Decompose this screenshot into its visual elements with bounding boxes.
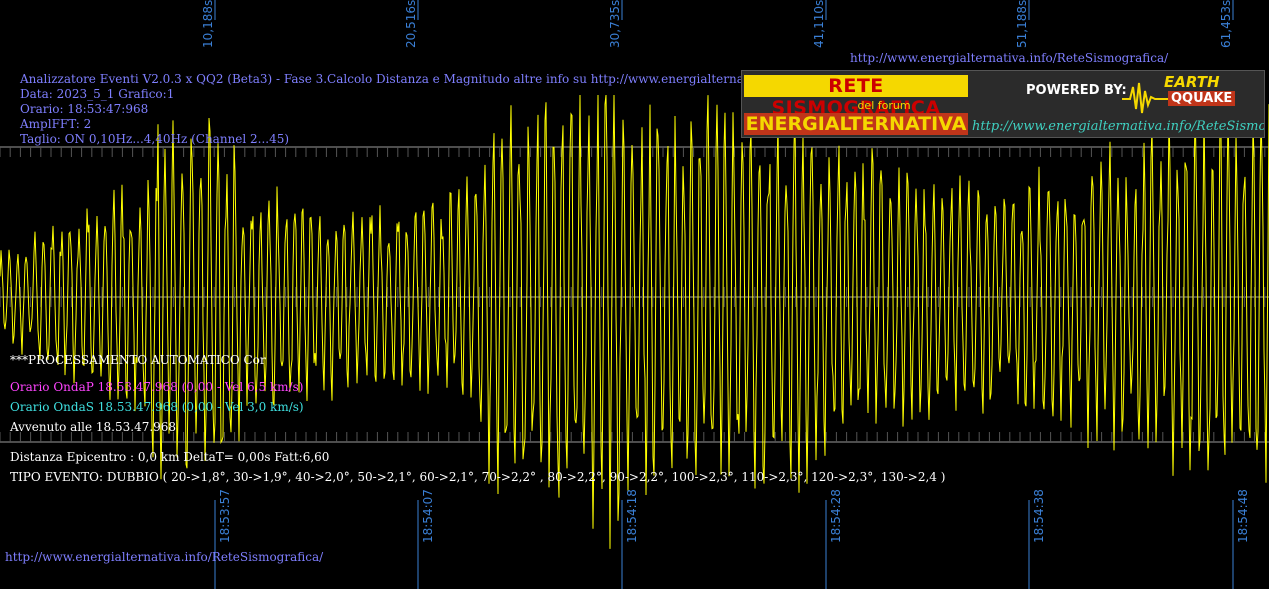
logo-brand-qquake: QQUAKE — [1168, 91, 1236, 106]
top-url-link[interactable]: http://www.energialternativa.info/ReteSi… — [850, 51, 1169, 65]
avvenuto-time: Avvenuto alle 18.53.47.968 — [10, 420, 177, 434]
bottom-tick-label: 18:54:48 — [1236, 489, 1250, 543]
top-tick-label: 10,188s — [201, 0, 215, 48]
top-tick-label: 30,735s — [608, 0, 622, 48]
onda-p-time: Orario OndaP 18.53.47.968 (0,00 - Vel 6,… — [10, 380, 304, 394]
rete-sismografica-logo[interactable]: RETE SISMOGRAFICA del forum ENERGIALTERN… — [741, 70, 1265, 138]
bottom-tick-label: 18:54:28 — [829, 489, 843, 543]
logo-line2: del forum — [857, 99, 911, 112]
header-title: Analizzatore Eventi V2.0.3 x QQ2 (Beta3)… — [20, 72, 909, 86]
header-filter: Taglio: ON 0,10Hz...4,40Hz (Channel 2...… — [20, 132, 290, 146]
header-time: Orario: 18:53:47:968 — [20, 102, 149, 116]
processing-label: ***PROCESSAMENTO AUTOMATICO Cor — [10, 353, 266, 367]
header-date: Data: 2023_5_1 Grafico:1 — [20, 87, 175, 101]
seismograph-icon — [1122, 82, 1172, 114]
seismic-trace — [0, 94, 1269, 549]
bottom-tick-label: 18:54:07 — [421, 489, 435, 543]
top-tick-label: 51,188s — [1015, 0, 1029, 48]
epicenter-distance: Distanza Epicentro : 0,0 km DeltaT= 0,00… — [10, 450, 330, 464]
logo-line1: RETE SISMOGRAFICA — [744, 75, 968, 119]
event-type: TIPO EVENTO: DUBBIO ( 20->1,8°, 30->1,9°… — [10, 470, 946, 484]
footer-url-link[interactable]: http://www.energialternativa.info/ReteSi… — [5, 550, 324, 564]
minor-ticks — [0, 147, 1266, 442]
logo-line3: ENERGIALTERNATIVA — [744, 113, 968, 135]
logo-powered-by: POWERED BY: — [1026, 83, 1127, 98]
logo-url: http://www.energialternativa.info/ReteSi… — [972, 119, 1265, 134]
bottom-tick-label: 18:54:18 — [625, 489, 639, 543]
top-tick-label: 41,110s — [812, 0, 826, 48]
header-amplfft: AmplFFT: 2 — [20, 117, 92, 131]
bottom-tick-label: 18:54:38 — [1032, 489, 1046, 543]
logo-brand-earth: EARTH — [1164, 73, 1220, 91]
top-tick-label: 20,516s — [404, 0, 418, 48]
onda-s-time: Orario OndaS 18.53.47.968 (0,00 - Vel 3,… — [10, 400, 304, 414]
top-tick-label: 61,453s — [1219, 0, 1233, 48]
bottom-tick-label: 18:53:57 — [218, 489, 232, 543]
